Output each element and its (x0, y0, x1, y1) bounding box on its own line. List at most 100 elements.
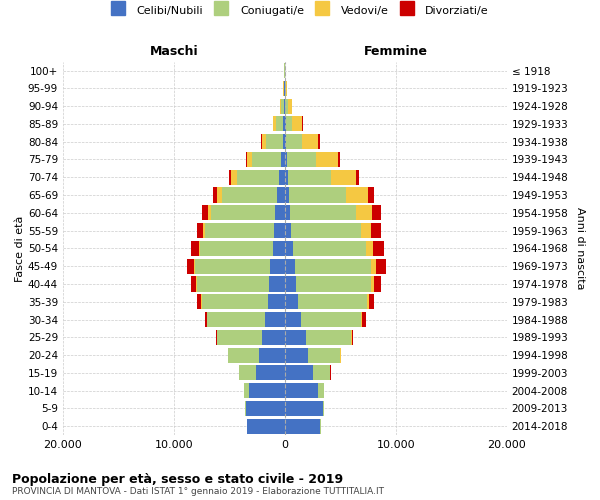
Bar (295, 258, 371, 274)
Bar (236, 170, 279, 185)
Bar (207, 312, 265, 327)
Bar (191, 241, 199, 256)
Bar (338, 152, 340, 167)
Bar (285, 276, 296, 291)
Bar (200, 241, 272, 256)
Bar (199, 241, 200, 256)
Bar (285, 241, 293, 256)
Bar (196, 276, 197, 291)
Bar (244, 383, 249, 398)
Bar (197, 276, 269, 291)
Bar (318, 383, 324, 398)
Bar (229, 170, 231, 185)
Bar (376, 258, 386, 274)
Bar (296, 276, 371, 291)
Bar (252, 152, 281, 167)
Text: PROVINCIA DI MANTOVA - Dati ISTAT 1° gennaio 2019 - Elaborazione TUTTITALIA.IT: PROVINCIA DI MANTOVA - Dati ISTAT 1° gen… (12, 488, 384, 496)
Bar (281, 152, 285, 167)
Bar (279, 170, 285, 185)
Bar (239, 366, 256, 380)
Bar (271, 258, 285, 274)
Bar (368, 294, 374, 310)
Bar (284, 98, 285, 114)
Text: Popolazione per età, sesso e stato civile - 2019: Popolazione per età, sesso e stato civil… (12, 472, 343, 486)
Bar (308, 348, 340, 362)
Bar (285, 294, 298, 310)
Bar (285, 116, 286, 132)
Bar (274, 223, 285, 238)
Bar (285, 418, 320, 434)
Bar (277, 188, 285, 202)
Bar (194, 258, 195, 274)
Bar (293, 241, 367, 256)
Bar (247, 152, 252, 167)
Bar (216, 330, 217, 345)
Bar (187, 258, 194, 274)
Bar (272, 241, 285, 256)
Bar (285, 81, 286, 96)
Bar (281, 98, 284, 114)
Bar (285, 401, 323, 416)
Bar (287, 152, 316, 167)
Text: Femmine: Femmine (364, 45, 428, 58)
Bar (371, 276, 374, 291)
Bar (298, 294, 367, 310)
Bar (265, 312, 285, 327)
Bar (213, 188, 217, 202)
Bar (352, 330, 353, 345)
Bar (274, 116, 276, 132)
Bar (289, 188, 346, 202)
Bar (280, 98, 281, 114)
Bar (316, 152, 338, 167)
Bar (292, 223, 361, 238)
Bar (290, 206, 356, 220)
Bar (205, 223, 274, 238)
Bar (356, 206, 373, 220)
Bar (331, 170, 356, 185)
Bar (262, 330, 285, 345)
Bar (283, 134, 285, 150)
Bar (269, 276, 285, 291)
Bar (362, 312, 365, 327)
Bar (361, 223, 371, 238)
Bar (371, 223, 382, 238)
Bar (286, 116, 292, 132)
Bar (286, 134, 302, 150)
Bar (285, 152, 287, 167)
Bar (197, 223, 203, 238)
Bar (285, 170, 288, 185)
Bar (356, 170, 359, 185)
Bar (371, 258, 376, 274)
Bar (231, 170, 236, 185)
Bar (221, 188, 277, 202)
Bar (275, 206, 285, 220)
Bar (202, 294, 268, 310)
Y-axis label: Anni di nascita: Anni di nascita (575, 207, 585, 290)
Bar (361, 312, 362, 327)
Bar (197, 294, 201, 310)
Bar (266, 134, 283, 150)
Bar (285, 188, 289, 202)
Bar (373, 206, 381, 220)
Bar (211, 206, 275, 220)
Bar (306, 330, 352, 345)
Y-axis label: Fasce di età: Fasce di età (15, 215, 25, 282)
Bar (346, 188, 368, 202)
Bar (247, 418, 285, 434)
Bar (202, 206, 208, 220)
Bar (367, 294, 368, 310)
Bar (249, 383, 285, 398)
Bar (373, 241, 383, 256)
Bar (368, 188, 374, 202)
Bar (285, 348, 308, 362)
Bar (286, 98, 287, 114)
Bar (208, 206, 211, 220)
Bar (191, 276, 196, 291)
Bar (285, 330, 306, 345)
Bar (245, 401, 246, 416)
Bar (292, 116, 302, 132)
Bar (285, 312, 301, 327)
Bar (285, 258, 295, 274)
Bar (276, 116, 283, 132)
Bar (262, 134, 266, 150)
